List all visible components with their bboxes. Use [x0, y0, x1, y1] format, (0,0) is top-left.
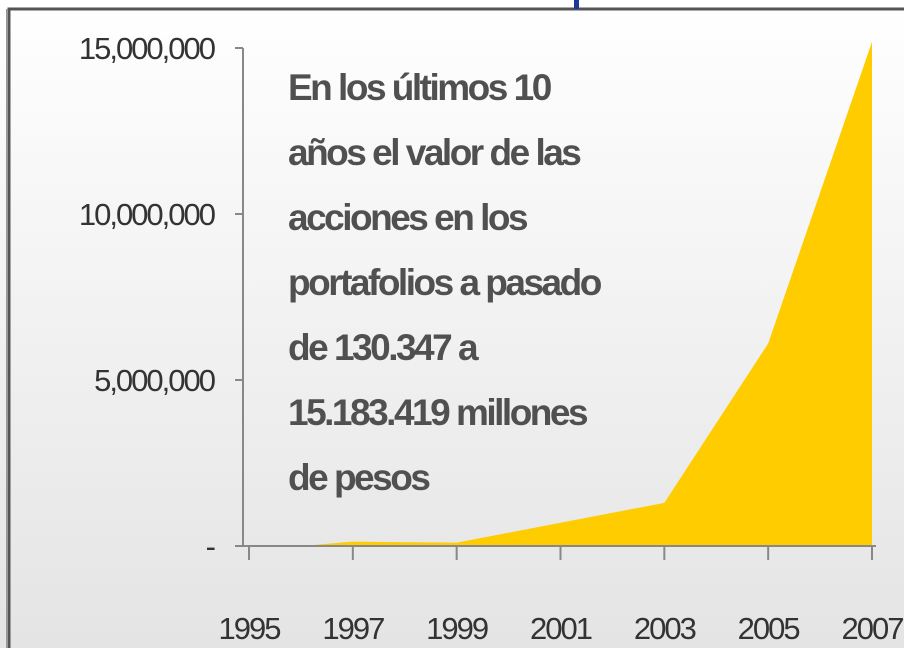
- annotation: de 130.347 a: [288, 327, 479, 368]
- x-tick-label: 1995: [219, 611, 281, 646]
- x-tick-label: 2007: [842, 611, 904, 646]
- y-tick-label: -: [206, 529, 215, 564]
- frame-edge: [6, 9, 8, 653]
- x-tick-label: 2005: [738, 611, 800, 646]
- y-tick-label: 15,000,000: [79, 31, 216, 66]
- frame: [7, 7, 904, 653]
- y-tick-label: 5,000,000: [94, 363, 216, 398]
- annotation: 15.183.419 millones: [288, 392, 588, 433]
- x-tick-label: 2003: [634, 611, 696, 646]
- area: [300, 41, 873, 546]
- annotation: En los últimos 10: [288, 67, 552, 108]
- annotation: acciones en los: [288, 197, 528, 238]
- annotation: portafolios a pasado: [288, 262, 602, 303]
- x-tick-label: 1999: [426, 611, 488, 646]
- x-tick-label: 1997: [322, 611, 384, 646]
- y-tick-label: 10,000,000: [79, 197, 216, 232]
- annotation: años el valor de las: [288, 132, 581, 173]
- x-tick-label: 2001: [530, 611, 592, 646]
- annotation: de pesos: [288, 457, 430, 498]
- header-mark: [574, 0, 579, 9]
